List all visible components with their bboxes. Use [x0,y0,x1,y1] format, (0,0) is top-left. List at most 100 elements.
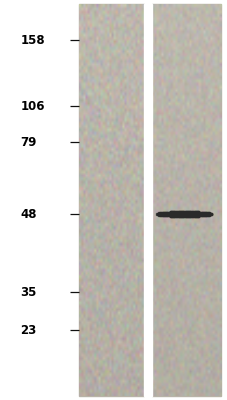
Bar [190,211,191,217]
Bar [183,211,184,217]
Bar [174,211,175,217]
Bar [194,211,195,217]
Bar [160,212,161,216]
Bar [166,212,167,216]
Bar [185,211,186,217]
Bar [158,212,159,216]
Bar [206,212,207,216]
Bar [181,211,182,217]
Bar [171,211,172,217]
Bar [189,211,190,217]
Bar [183,211,184,217]
Bar [177,211,178,217]
Bar [202,212,203,216]
Bar [204,212,205,216]
Bar [170,212,171,216]
Bar [172,211,173,217]
Bar [198,212,199,216]
Bar [199,212,200,216]
Bar [177,211,178,217]
Bar [200,212,201,216]
Bar [164,212,165,216]
Bar [191,211,192,217]
Bar [178,211,179,217]
Bar [178,211,179,217]
Bar [189,211,190,217]
Bar [197,212,198,216]
Bar [186,211,187,217]
Bar [166,212,167,216]
Bar [151,4,220,396]
Text: 48: 48 [20,208,37,220]
Bar [164,212,165,216]
Bar [192,211,193,217]
Bar [180,211,181,217]
Bar [207,212,208,216]
Text: 158: 158 [20,34,45,46]
Text: 23: 23 [20,324,37,336]
Bar [193,211,194,217]
Bar [188,211,189,217]
Bar [205,212,206,216]
Bar [195,212,196,216]
Bar [187,211,188,217]
Bar [162,212,163,216]
Bar [179,211,180,217]
Bar [180,211,181,217]
Bar [167,212,168,216]
Bar [165,212,166,216]
Bar [194,211,195,217]
Bar [175,211,176,217]
Bar [199,212,200,216]
Bar [206,212,207,216]
Bar [197,212,198,216]
Bar [163,212,164,216]
Bar [161,212,162,216]
Bar [159,212,160,216]
Bar [161,212,162,216]
Bar [190,211,191,217]
Bar [196,212,197,216]
Bar [188,211,189,217]
Bar [167,212,168,216]
Bar [184,211,185,217]
Bar [208,212,209,216]
Bar [203,212,204,216]
Bar [181,211,182,217]
Bar [168,212,169,216]
Bar [201,212,202,216]
Bar [173,211,174,217]
Bar [182,211,183,217]
Bar [209,212,210,216]
Bar [193,211,194,217]
Bar [176,211,177,217]
Bar [179,211,180,217]
Bar [162,212,163,216]
Bar [157,213,158,215]
Bar [204,212,205,216]
Bar [184,211,185,217]
Bar [208,212,209,216]
Bar [196,212,197,216]
Text: 106: 106 [20,100,45,112]
Bar [78,4,143,396]
Bar [160,212,161,216]
Bar [159,212,160,216]
Text: 79: 79 [20,136,37,148]
Bar [205,212,206,216]
Bar [207,212,208,216]
Bar [195,211,196,217]
Bar [191,211,192,217]
Bar [176,211,177,217]
Bar [172,211,173,217]
Bar [182,211,183,217]
Bar [200,212,201,216]
Bar [202,212,203,216]
Bar [156,213,157,215]
Bar [210,213,211,215]
Text: 35: 35 [20,286,37,298]
Bar [171,212,172,216]
Bar [156,213,157,215]
Bar [170,212,171,216]
Bar [185,211,186,217]
